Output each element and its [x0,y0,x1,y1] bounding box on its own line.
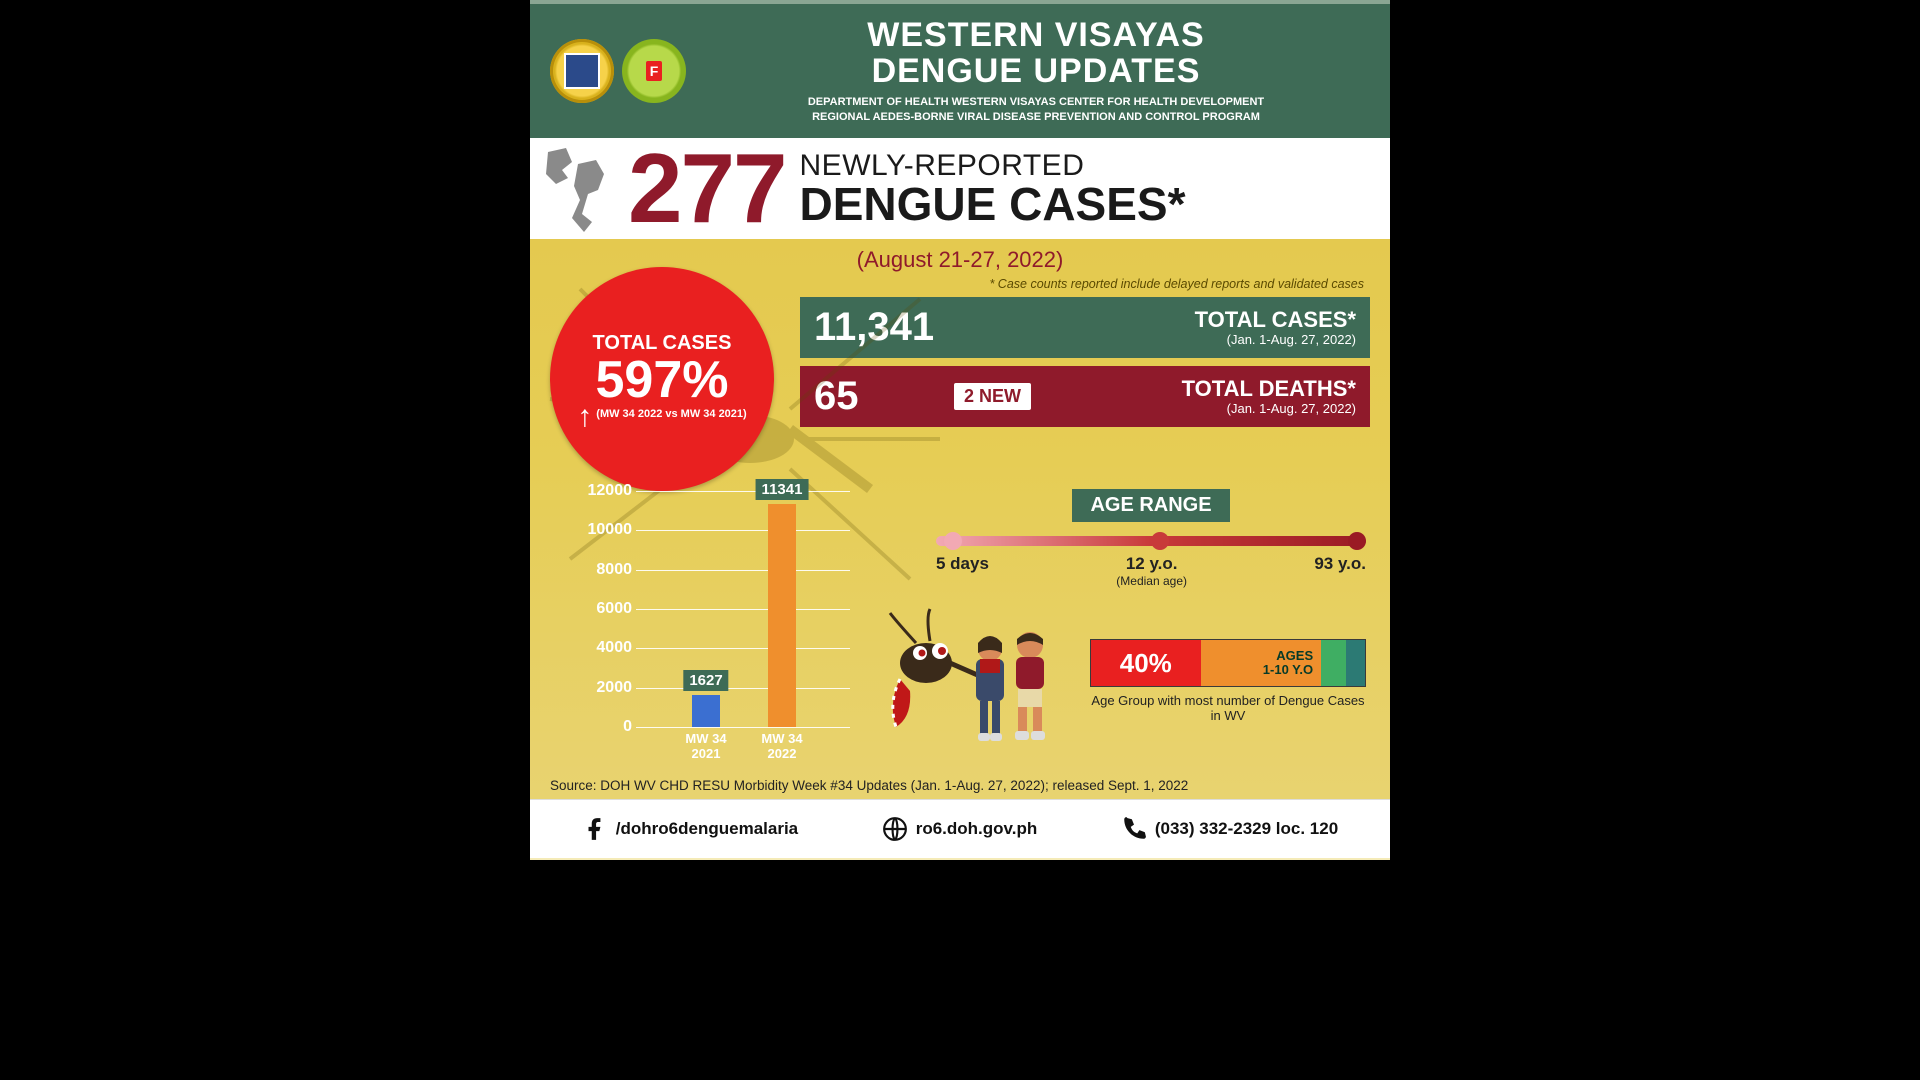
hero-line2: DENGUE CASES* [800,181,1370,227]
hero-band: 277 NEWLY-REPORTED DENGUE CASES* [530,138,1390,239]
chart-plot: 162711341 [636,491,870,727]
chart-ytick: 6000 [574,600,632,618]
age-group-caption: Age Group with most number of Dengue Cas… [1090,693,1366,723]
footer: /dohro6denguemalaria ro6.doh.gov.ph (033… [530,799,1390,858]
chart-ytick: 4000 [574,639,632,657]
header-text: WESTERN VISAYAS DENGUE UPDATES DEPARTMEN… [702,18,1370,124]
chart-ytick: 8000 [574,561,632,579]
total-cases-label: TOTAL CASES* (Jan. 1-Aug. 27, 2022) [954,307,1356,347]
chart-ytick: 2000 [574,679,632,697]
facebook-icon [582,816,608,842]
header-title: WESTERN VISAYAS DENGUE UPDATES [702,18,1370,89]
age-group-segments: 40%AGES1-10 Y.O [1090,639,1366,687]
header: F WESTERN VISAYAS DENGUE UPDATES DEPARTM… [530,0,1390,138]
age-range-dot [944,532,962,550]
sub-line2: REGIONAL AEDES-BORNE VIRAL DISEASE PREVE… [812,111,1260,123]
sub-line1: DEPARTMENT OF HEALTH WESTERN VISAYAS CEN… [808,96,1264,108]
phone-icon [1121,816,1147,842]
up-arrow-icon: ↑ [577,408,592,426]
body-area: (August 21-27, 2022) * Case counts repor… [530,239,1390,799]
chart-xlabel: MW 342021 [685,732,726,761]
region-map-icon [538,144,618,234]
age-group-segment: AGES1-10 Y.O [1201,640,1322,686]
age-range-title: AGE RANGE [1072,489,1229,522]
age-group-segment [1321,640,1346,686]
circle-percent: 597% [596,354,729,406]
age-range-dot [1151,532,1169,550]
percent-increase-circle: TOTAL CASES 597% ↑ (MW 34 2022 vs MW 34 … [550,267,774,491]
mosquito-people-illustration [886,607,1066,767]
age-range-line [936,536,1366,546]
hero-line1: NEWLY-REPORTED [800,151,1370,181]
website-contact: ro6.doh.gov.ph [882,816,1038,842]
chart-ytick: 0 [574,718,632,736]
globe-icon [882,816,908,842]
age-range-labels: 5 days 12 y.o.(Median age) 93 y.o. [936,554,1366,588]
title-line2: DENGUE UPDATES [872,52,1201,90]
age-range-dot [1348,532,1366,550]
phone-contact: (033) 332-2329 loc. 120 [1121,816,1338,842]
chart-bar-value: 1627 [683,670,728,691]
doh-seal-icon [550,39,614,103]
chart-bar [768,504,796,727]
age-range-point-label: 12 y.o.(Median age) [1116,554,1187,588]
header-subtitle: DEPARTMENT OF HEALTH WESTERN VISAYAS CEN… [702,95,1370,124]
circle-compare: ↑ (MW 34 2022 vs MW 34 2021) [577,408,746,426]
logos: F [550,39,686,103]
comparison-bar-chart: 162711341 020004000600080001000012000MW … [570,491,870,761]
chart-bar-value: 11341 [756,479,809,500]
age-range-point-label: 5 days [936,554,989,588]
age-range-point-label: 93 y.o. [1314,554,1366,588]
total-deaths-label: TOTAL DEATHS* (Jan. 1-Aug. 27, 2022) [1041,376,1356,416]
age-group-percent-box: 40%AGES1-10 Y.O Age Group with most numb… [1090,639,1366,723]
chart-ytick: 10000 [574,521,632,539]
age-group-segment [1346,640,1365,686]
source-text: Source: DOH WV CHD RESU Morbidity Week #… [550,778,1370,793]
infographic-canvas: F WESTERN VISAYAS DENGUE UPDATES DEPARTM… [530,0,1390,860]
chart-ytick: 12000 [574,482,632,500]
new-deaths-badge: 2 NEW [954,383,1031,410]
chart-bar [692,695,720,727]
hero-label: NEWLY-REPORTED DENGUE CASES* [796,151,1370,227]
age-range-section: AGE RANGE 5 days 12 y.o.(Median age) 93 y.… [936,489,1366,588]
new-cases-number: 277 [628,142,786,235]
chart-xlabel: MW 342022 [761,732,802,761]
age-group-segment: 40% [1091,640,1201,686]
title-line1: WESTERN VISAYAS [867,16,1204,54]
f1plus-logo-icon: F [622,39,686,103]
facebook-contact: /dohro6denguemalaria [582,816,798,842]
